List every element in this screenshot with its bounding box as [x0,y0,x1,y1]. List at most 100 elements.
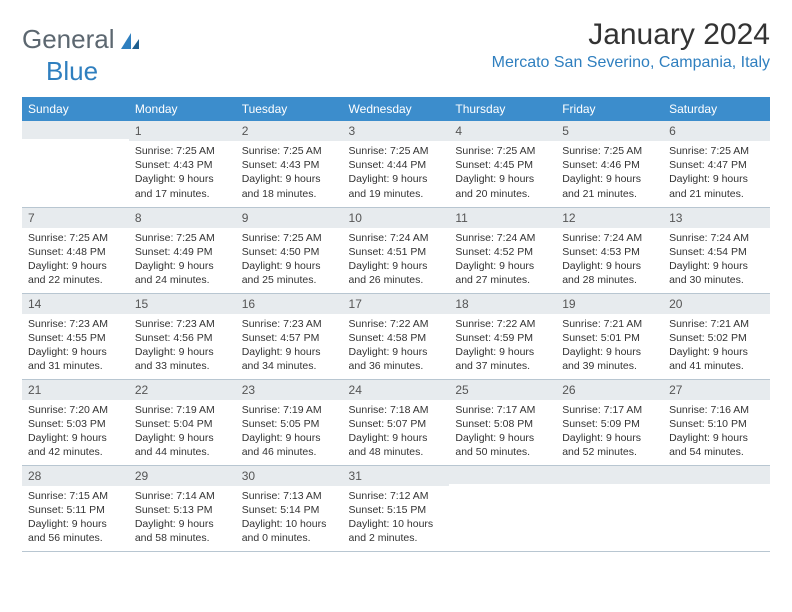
weekday-header: Tuesday [236,97,343,121]
day-body: Sunrise: 7:20 AMSunset: 5:03 PMDaylight:… [22,400,129,465]
sunset-text: Sunset: 4:50 PM [242,245,337,259]
day-body: Sunrise: 7:25 AMSunset: 4:44 PMDaylight:… [343,141,450,206]
brand-logo: General [22,18,141,55]
calendar-cell: 5Sunrise: 7:25 AMSunset: 4:46 PMDaylight… [556,121,663,207]
sunset-text: Sunset: 4:53 PM [562,245,657,259]
calendar-cell: 7Sunrise: 7:25 AMSunset: 4:48 PMDaylight… [22,207,129,293]
calendar-cell: 15Sunrise: 7:23 AMSunset: 4:56 PMDayligh… [129,293,236,379]
day-body: Sunrise: 7:25 AMSunset: 4:45 PMDaylight:… [449,141,556,206]
daylight-text-2: and 0 minutes. [242,531,337,545]
sunrise-text: Sunrise: 7:24 AM [669,231,764,245]
day-body: Sunrise: 7:15 AMSunset: 5:11 PMDaylight:… [22,486,129,551]
sunset-text: Sunset: 4:58 PM [349,331,444,345]
daylight-text-2: and 34 minutes. [242,359,337,373]
daylight-text-1: Daylight: 9 hours [28,345,123,359]
sunrise-text: Sunrise: 7:19 AM [135,403,230,417]
day-body: Sunrise: 7:13 AMSunset: 5:14 PMDaylight:… [236,486,343,551]
day-number [22,121,129,139]
sunset-text: Sunset: 4:44 PM [349,158,444,172]
day-body: Sunrise: 7:23 AMSunset: 4:55 PMDaylight:… [22,314,129,379]
weekday-header: Wednesday [343,97,450,121]
day-number: 15 [129,294,236,314]
day-body: Sunrise: 7:14 AMSunset: 5:13 PMDaylight:… [129,486,236,551]
sunset-text: Sunset: 4:59 PM [455,331,550,345]
sunset-text: Sunset: 5:14 PM [242,503,337,517]
calendar-cell: 3Sunrise: 7:25 AMSunset: 4:44 PMDaylight… [343,121,450,207]
day-body: Sunrise: 7:25 AMSunset: 4:48 PMDaylight:… [22,228,129,293]
daylight-text-1: Daylight: 9 hours [562,172,657,186]
daylight-text-1: Daylight: 9 hours [669,259,764,273]
sunrise-text: Sunrise: 7:25 AM [455,144,550,158]
daylight-text-1: Daylight: 9 hours [349,259,444,273]
sunset-text: Sunset: 4:43 PM [242,158,337,172]
day-body: Sunrise: 7:25 AMSunset: 4:47 PMDaylight:… [663,141,770,206]
sunset-text: Sunset: 5:02 PM [669,331,764,345]
calendar-cell: 4Sunrise: 7:25 AMSunset: 4:45 PMDaylight… [449,121,556,207]
sunrise-text: Sunrise: 7:24 AM [349,231,444,245]
daylight-text-2: and 24 minutes. [135,273,230,287]
sunrise-text: Sunrise: 7:21 AM [669,317,764,331]
calendar-cell [663,465,770,551]
sunrise-text: Sunrise: 7:25 AM [135,144,230,158]
daylight-text-2: and 26 minutes. [349,273,444,287]
day-body: Sunrise: 7:16 AMSunset: 5:10 PMDaylight:… [663,400,770,465]
sunrise-text: Sunrise: 7:25 AM [135,231,230,245]
day-number: 19 [556,294,663,314]
daylight-text-1: Daylight: 9 hours [669,431,764,445]
daylight-text-2: and 37 minutes. [455,359,550,373]
daylight-text-1: Daylight: 9 hours [242,172,337,186]
day-number: 3 [343,121,450,141]
day-number [556,466,663,484]
day-number: 6 [663,121,770,141]
day-number: 24 [343,380,450,400]
calendar-cell: 23Sunrise: 7:19 AMSunset: 5:05 PMDayligh… [236,379,343,465]
title-block: January 2024 Mercato San Severino, Campa… [492,18,770,72]
sunset-text: Sunset: 5:10 PM [669,417,764,431]
calendar-row: 21Sunrise: 7:20 AMSunset: 5:03 PMDayligh… [22,379,770,465]
weekday-header: Thursday [449,97,556,121]
day-body: Sunrise: 7:17 AMSunset: 5:08 PMDaylight:… [449,400,556,465]
calendar-cell: 18Sunrise: 7:22 AMSunset: 4:59 PMDayligh… [449,293,556,379]
calendar-cell: 24Sunrise: 7:18 AMSunset: 5:07 PMDayligh… [343,379,450,465]
day-number: 30 [236,466,343,486]
calendar-cell: 12Sunrise: 7:24 AMSunset: 4:53 PMDayligh… [556,207,663,293]
sunrise-text: Sunrise: 7:20 AM [28,403,123,417]
day-number [663,466,770,484]
day-body: Sunrise: 7:25 AMSunset: 4:50 PMDaylight:… [236,228,343,293]
sunset-text: Sunset: 5:05 PM [242,417,337,431]
sunrise-text: Sunrise: 7:23 AM [242,317,337,331]
sunset-text: Sunset: 4:56 PM [135,331,230,345]
day-number: 17 [343,294,450,314]
calendar-cell: 21Sunrise: 7:20 AMSunset: 5:03 PMDayligh… [22,379,129,465]
sunset-text: Sunset: 4:48 PM [28,245,123,259]
sunset-text: Sunset: 5:13 PM [135,503,230,517]
day-number: 22 [129,380,236,400]
calendar-cell: 28Sunrise: 7:15 AMSunset: 5:11 PMDayligh… [22,465,129,551]
daylight-text-2: and 20 minutes. [455,187,550,201]
daylight-text-1: Daylight: 9 hours [242,345,337,359]
daylight-text-2: and 50 minutes. [455,445,550,459]
sunrise-text: Sunrise: 7:15 AM [28,489,123,503]
sunset-text: Sunset: 4:55 PM [28,331,123,345]
day-number: 10 [343,208,450,228]
sunrise-text: Sunrise: 7:12 AM [349,489,444,503]
day-body: Sunrise: 7:25 AMSunset: 4:43 PMDaylight:… [129,141,236,206]
sunset-text: Sunset: 5:15 PM [349,503,444,517]
calendar-cell [449,465,556,551]
sunrise-text: Sunrise: 7:25 AM [669,144,764,158]
calendar-cell: 26Sunrise: 7:17 AMSunset: 5:09 PMDayligh… [556,379,663,465]
brand-part1: General [22,24,115,55]
sunset-text: Sunset: 4:57 PM [242,331,337,345]
day-number: 13 [663,208,770,228]
day-number: 18 [449,294,556,314]
daylight-text-2: and 22 minutes. [28,273,123,287]
calendar-row: 1Sunrise: 7:25 AMSunset: 4:43 PMDaylight… [22,121,770,207]
calendar-cell: 27Sunrise: 7:16 AMSunset: 5:10 PMDayligh… [663,379,770,465]
calendar-cell: 17Sunrise: 7:22 AMSunset: 4:58 PMDayligh… [343,293,450,379]
daylight-text-1: Daylight: 9 hours [562,259,657,273]
sunset-text: Sunset: 4:45 PM [455,158,550,172]
calendar-cell [22,121,129,207]
calendar-cell: 14Sunrise: 7:23 AMSunset: 4:55 PMDayligh… [22,293,129,379]
calendar-row: 14Sunrise: 7:23 AMSunset: 4:55 PMDayligh… [22,293,770,379]
sunrise-text: Sunrise: 7:22 AM [349,317,444,331]
